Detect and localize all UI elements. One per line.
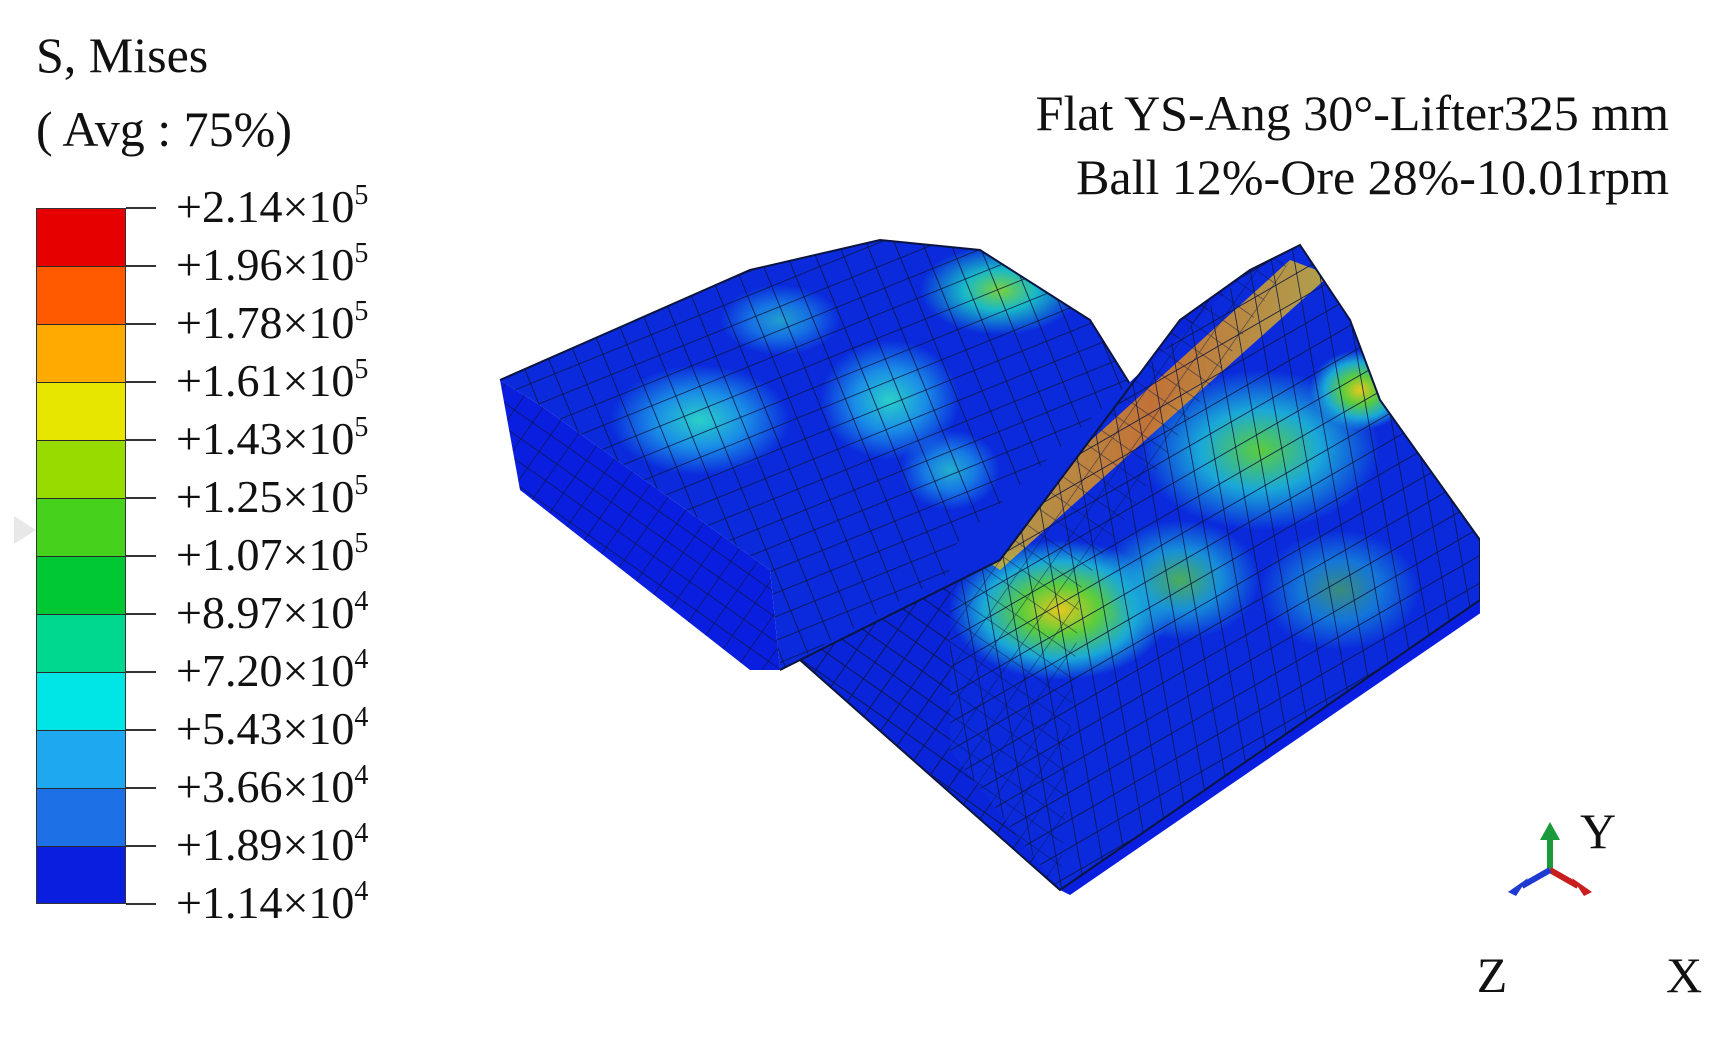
tick-label: +3.66×104: [176, 761, 368, 812]
color-bar: [36, 208, 126, 904]
color-bar-tick: [126, 845, 156, 847]
fe-model-view: [499, 238, 1480, 895]
tick-mantissa: +7.20×10: [176, 645, 355, 696]
color-bar-tick: [126, 323, 156, 325]
color-band: [36, 208, 126, 266]
tick-label: +1.61×105: [176, 355, 368, 406]
color-band: [36, 846, 126, 904]
y-axis-label: Y: [1580, 803, 1616, 859]
color-bar-tick: [126, 265, 156, 267]
tick-mantissa: +2.14×10: [176, 181, 355, 232]
tick-mantissa: +1.25×10: [176, 471, 355, 522]
legend-title: S, Mises: [36, 27, 209, 83]
tick-exponent: 4: [354, 644, 369, 675]
tick-label: +1.07×105: [176, 529, 368, 580]
z-axis-arrow: [1508, 867, 1552, 896]
x-axis-label: X: [1666, 947, 1702, 1003]
color-bar-tick: [126, 729, 156, 731]
color-band: [36, 382, 126, 440]
tick-label: +7.20×104: [176, 645, 368, 696]
tick-label: +5.43×104: [176, 703, 368, 754]
tick-mantissa: +1.89×10: [176, 819, 355, 870]
color-band: [36, 788, 126, 846]
color-band: [36, 730, 126, 788]
color-bar-tick: [126, 497, 156, 499]
color-band: [36, 672, 126, 730]
tick-exponent: 5: [354, 238, 369, 269]
case-label-line2: Ball 12%-Ore 28%-10.01rpm: [1076, 149, 1669, 205]
tick-exponent: 4: [354, 818, 369, 849]
tick-label: +8.97×104: [176, 587, 368, 638]
tick-label: +1.14×104: [176, 877, 368, 928]
color-band: [36, 266, 126, 324]
right-block: [779, 243, 1480, 895]
tick-mantissa: +1.14×10: [176, 877, 355, 928]
z-axis-label: Z: [1477, 947, 1508, 1003]
color-band: [36, 556, 126, 614]
color-band: [36, 324, 126, 382]
color-band: [36, 498, 126, 556]
tick-exponent: 5: [354, 296, 369, 327]
color-bar-tick: [126, 787, 156, 789]
tick-mantissa: +3.66×10: [176, 761, 355, 812]
tick-exponent: 5: [354, 528, 369, 559]
tick-exponent: 4: [354, 876, 369, 907]
color-bar-tick: [126, 671, 156, 673]
tick-exponent: 4: [354, 702, 369, 733]
tick-label: +2.14×105: [176, 181, 368, 232]
color-bar-tick: [126, 555, 156, 557]
tick-label: +1.96×105: [176, 239, 368, 290]
tick-mantissa: +1.96×10: [176, 239, 355, 290]
tick-mantissa: +1.43×10: [176, 413, 355, 464]
color-bar-tick: [126, 903, 156, 905]
x-axis-arrow: [1548, 867, 1592, 896]
tick-mantissa: +1.07×10: [176, 529, 355, 580]
tick-label: +1.89×104: [176, 819, 368, 870]
tick-label: +1.78×105: [176, 297, 368, 348]
color-bar-tick: [126, 613, 156, 615]
tick-exponent: 5: [354, 354, 369, 385]
color-bar-tick: [126, 439, 156, 441]
color-bar-tick: [126, 207, 156, 209]
tick-label: +1.25×105: [176, 471, 368, 522]
color-band: [36, 614, 126, 672]
tick-mantissa: +1.78×10: [176, 297, 355, 348]
tick-label: +1.43×105: [176, 413, 368, 464]
side-marker-icon: [14, 516, 36, 544]
case-label-line1: Flat YS-Ang 30°-Lifter325 mm: [1035, 85, 1669, 141]
tick-exponent: 4: [354, 586, 369, 617]
tick-mantissa: +5.43×10: [176, 703, 355, 754]
tick-exponent: 4: [354, 760, 369, 791]
legend-averaging: ( Avg : 75%): [36, 101, 292, 157]
color-bar-tick: [126, 381, 156, 383]
tick-mantissa: +1.61×10: [176, 355, 355, 406]
color-band: [36, 440, 126, 498]
y-axis-arrow: [1540, 822, 1560, 870]
tick-exponent: 5: [354, 180, 369, 211]
tick-mantissa: +8.97×10: [176, 587, 355, 638]
axis-triad: [1508, 822, 1592, 896]
tick-exponent: 5: [354, 470, 369, 501]
tick-exponent: 5: [354, 412, 369, 443]
